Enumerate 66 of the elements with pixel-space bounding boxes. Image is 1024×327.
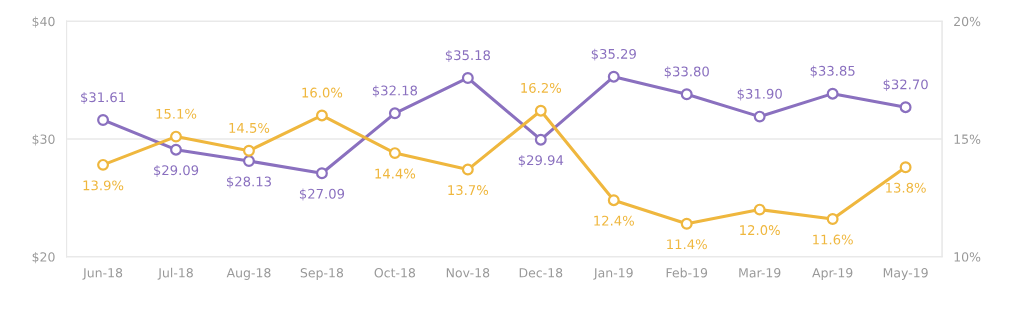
- data-label: $31.61: [81, 91, 125, 104]
- data-label: 16.0%: [302, 87, 343, 98]
- point: [461, 72, 474, 84]
- x-tick-label: Feb-19: [666, 267, 708, 278]
- point: [242, 155, 255, 167]
- data-label: $33.80: [664, 66, 709, 79]
- point: [607, 194, 620, 207]
- x-tick-label: Nov-18: [446, 268, 490, 278]
- data-label: $32.18: [372, 85, 418, 98]
- data-label: $29.94: [518, 154, 564, 167]
- data-label: $31.90: [737, 88, 782, 101]
- point: [607, 70, 620, 83]
- data-label: $35.18: [445, 49, 491, 62]
- point: [753, 203, 766, 216]
- y-tick-label: $20: [32, 251, 55, 264]
- point: [242, 144, 255, 157]
- data-label: $28.13: [226, 176, 271, 189]
- data-label: 13.8%: [886, 182, 926, 193]
- x-tick-label: Apr-19: [812, 268, 853, 280]
- point: [97, 114, 110, 126]
- data-label: $27.09: [299, 188, 345, 201]
- data-label: 16.2%: [521, 82, 562, 93]
- x-tick-label: Dec-18: [519, 268, 563, 278]
- y2-tick-label: 10%: [954, 252, 981, 262]
- data-label: 13.7%: [448, 185, 489, 196]
- data-label: $32.70: [883, 79, 928, 92]
- point: [315, 167, 328, 180]
- point: [315, 109, 328, 122]
- x-tick-label: Jun-18: [82, 268, 123, 280]
- x-tick-label: Jan-19: [593, 268, 633, 280]
- y2-tick-label: 15%: [954, 134, 981, 144]
- data-label: $29.09: [154, 164, 199, 177]
- data-label: 14.4%: [375, 168, 416, 179]
- x-tick-label: Sep-18: [300, 268, 344, 280]
- point: [534, 133, 547, 146]
- x-tick-label: Jul-18: [157, 267, 193, 280]
- point: [170, 143, 182, 156]
- data-label: $33.85: [810, 65, 855, 78]
- point: [753, 110, 766, 123]
- data-label: 15.1%: [156, 108, 197, 119]
- y-tick-label: $40: [32, 16, 55, 28]
- data-label: 12.0%: [740, 225, 780, 236]
- point: [826, 87, 839, 100]
- data-label: 13.9%: [83, 180, 124, 191]
- point: [899, 161, 912, 174]
- point: [97, 158, 110, 171]
- y2-tick-label: 20%: [954, 16, 981, 27]
- point: [461, 163, 474, 176]
- x-tick-label: Aug-18: [226, 268, 271, 280]
- data-label: 14.5%: [229, 122, 270, 133]
- point: [899, 101, 912, 114]
- point: [170, 130, 182, 143]
- data-label: 12.4%: [594, 215, 634, 226]
- data-label: $35.29: [591, 48, 636, 61]
- data-label: 11.6%: [813, 234, 853, 245]
- point: [388, 147, 401, 160]
- point: [534, 104, 547, 117]
- point: [680, 88, 693, 101]
- point: [388, 107, 401, 120]
- point: [826, 213, 839, 225]
- x-tick-label: May-19: [883, 268, 928, 280]
- data-label: 11.4%: [667, 239, 707, 250]
- y-tick-label: $30: [32, 134, 55, 146]
- x-tick-label: Oct-18: [374, 268, 416, 278]
- point: [680, 217, 693, 230]
- x-tick-label: Mar-19: [739, 268, 781, 278]
